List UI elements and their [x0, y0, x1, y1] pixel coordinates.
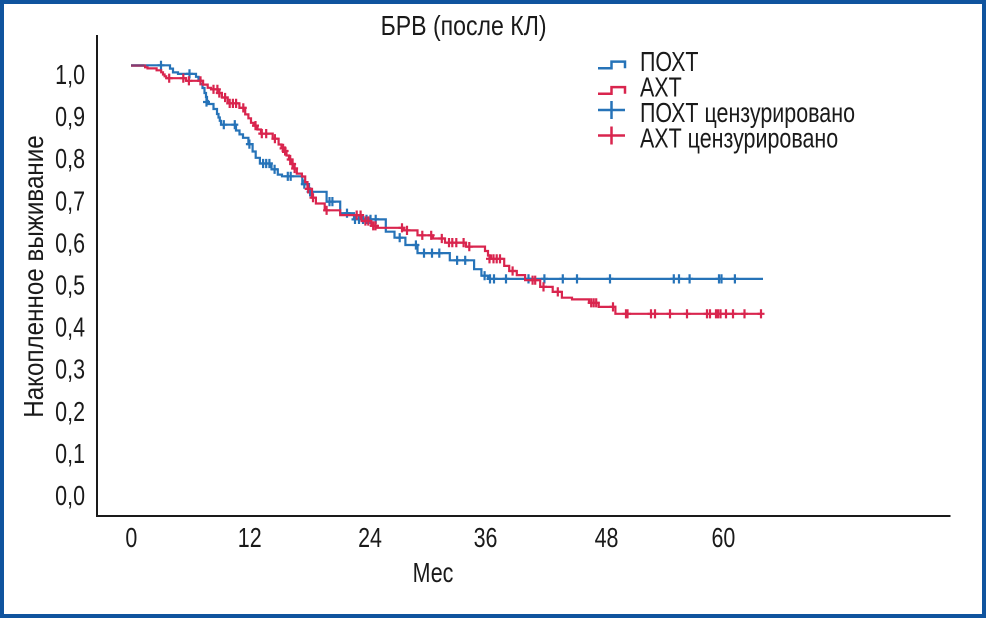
svg-text:48: 48: [595, 524, 619, 554]
svg-text:ПОХТ цензурировано: ПОХТ цензурировано: [640, 99, 855, 129]
svg-text:24: 24: [358, 524, 382, 554]
svg-text:1,0: 1,0: [55, 61, 85, 91]
svg-text:0,5: 0,5: [55, 271, 85, 301]
svg-text:Мес: Мес: [413, 559, 454, 589]
svg-text:ПОХТ: ПОХТ: [640, 48, 699, 78]
svg-text:0,4: 0,4: [55, 313, 85, 343]
svg-text:АХТ цензурировано: АХТ цензурировано: [640, 124, 838, 154]
svg-text:0,1: 0,1: [55, 439, 85, 469]
svg-text:АХТ: АХТ: [640, 73, 682, 103]
svg-text:0,3: 0,3: [55, 355, 85, 385]
svg-text:0,9: 0,9: [55, 103, 85, 133]
svg-text:БРВ (после КЛ): БРВ (после КЛ): [381, 11, 547, 41]
svg-text:36: 36: [474, 524, 498, 554]
svg-text:0: 0: [125, 524, 137, 554]
svg-text:0,8: 0,8: [55, 145, 85, 175]
svg-text:0,0: 0,0: [55, 482, 85, 512]
svg-text:12: 12: [238, 524, 262, 554]
svg-text:0,2: 0,2: [55, 397, 85, 427]
svg-text:60: 60: [711, 524, 735, 554]
svg-text:0,7: 0,7: [55, 187, 85, 217]
svg-text:0,6: 0,6: [55, 229, 85, 259]
svg-text:Накопленное выживание: Накопленное выживание: [20, 135, 50, 418]
